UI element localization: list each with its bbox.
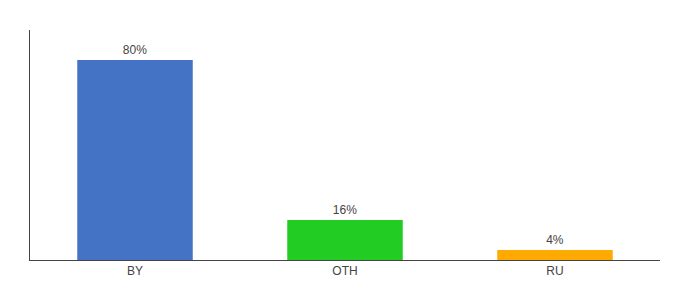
svg-text:OTH: OTH xyxy=(332,264,357,278)
svg-text:80%: 80% xyxy=(123,43,147,57)
svg-text:16%: 16% xyxy=(333,203,357,217)
svg-text:4%: 4% xyxy=(546,233,564,247)
svg-text:RU: RU xyxy=(546,264,563,278)
svg-text:BY: BY xyxy=(127,264,143,278)
